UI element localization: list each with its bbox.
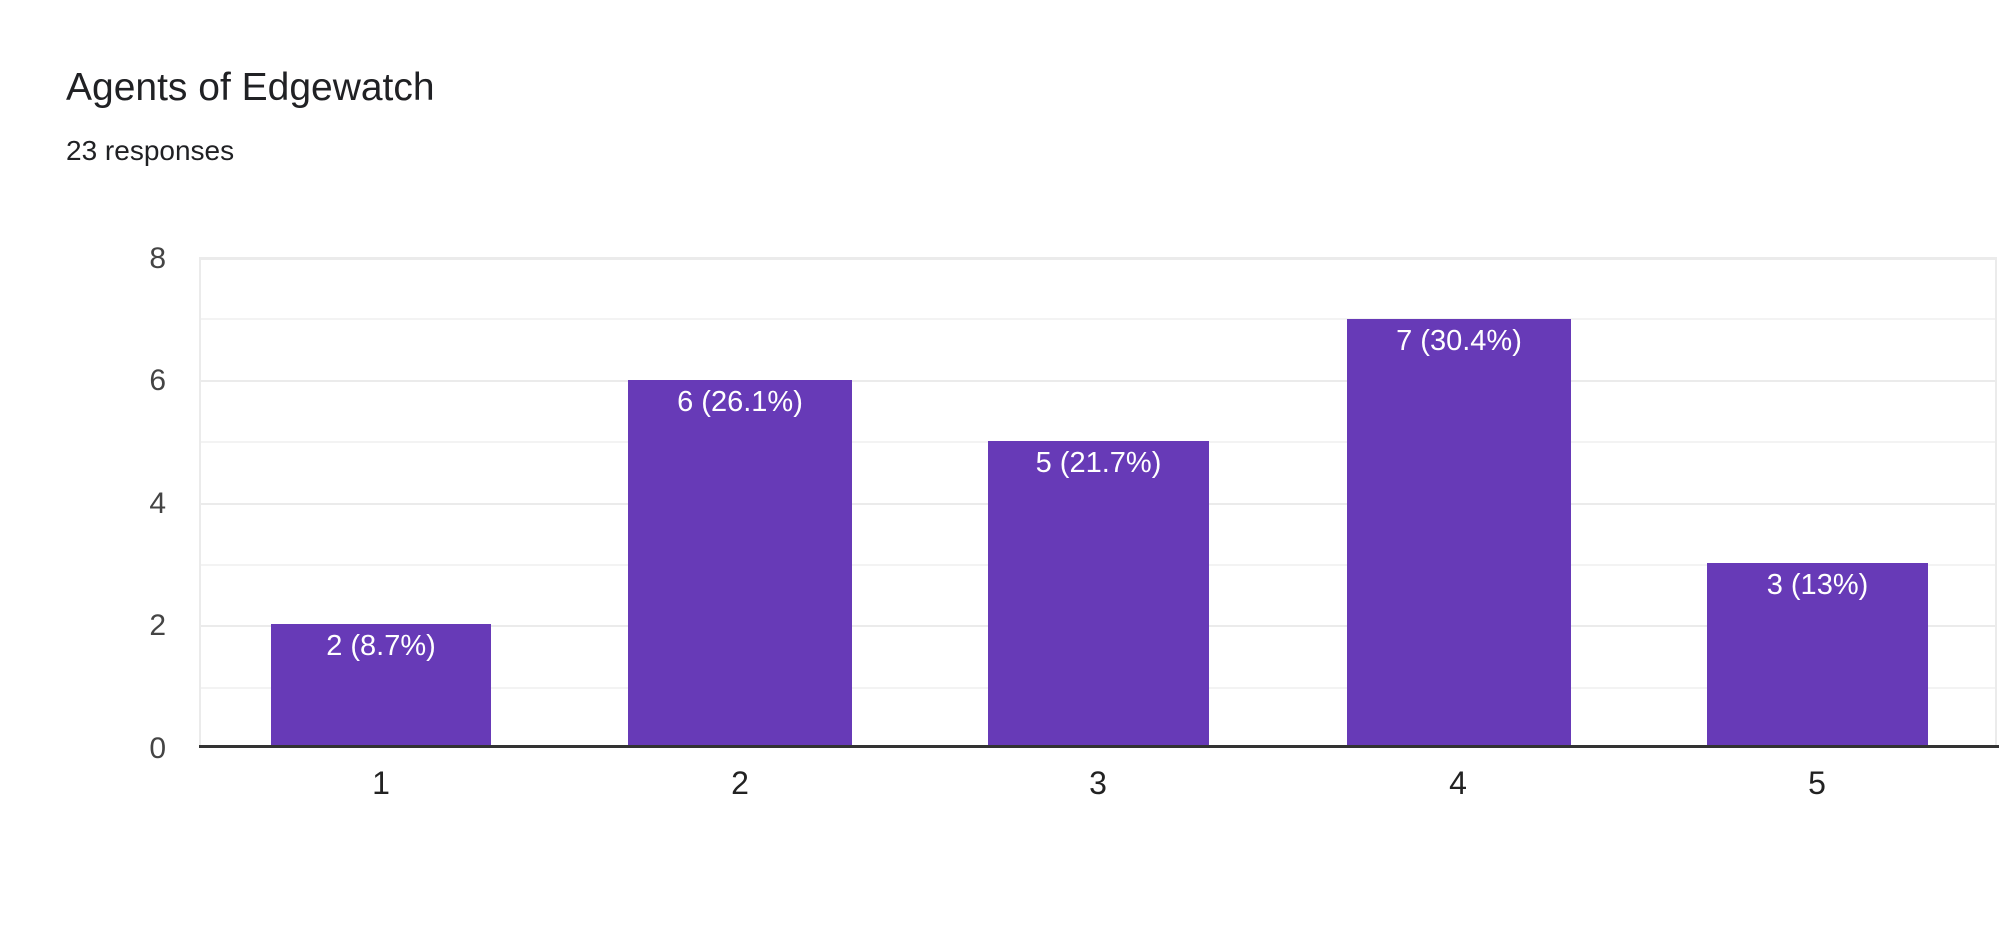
bar-3[interactable]: 5 (21.7%): [988, 441, 1209, 747]
gridline-6: [201, 380, 1995, 382]
y-tick-4: 4: [149, 487, 166, 520]
bar-4-label: 7 (30.4%): [1396, 325, 1522, 357]
bar-5[interactable]: 3 (13%): [1707, 563, 1928, 747]
x-tick-2: 2: [731, 765, 749, 801]
x-tick-4: 4: [1449, 765, 1467, 801]
gridline-7: [201, 318, 1995, 320]
y-tick-6: 6: [149, 364, 166, 397]
chart-title: Agents of Edgewatch: [66, 66, 435, 109]
bar-1[interactable]: 2 (8.7%): [271, 624, 491, 747]
x-tick-5: 5: [1808, 765, 1826, 801]
y-tick-0: 0: [149, 732, 166, 765]
bar-2[interactable]: 6 (26.1%): [628, 380, 852, 747]
x-tick-3: 3: [1089, 765, 1107, 801]
bar-3-label: 5 (21.7%): [1035, 447, 1162, 479]
x-axis-line: [199, 745, 1999, 748]
bar-2-label: 6 (26.1%): [677, 386, 803, 418]
response-count: 23 responses: [66, 135, 235, 166]
x-tick-1: 1: [372, 765, 390, 801]
y-tick-8: 8: [149, 242, 166, 275]
bar-5-label: 3 (13%): [1766, 569, 1869, 601]
bar-1-label: 2 (8.7%): [326, 630, 436, 662]
bar-4[interactable]: 7 (30.4%): [1347, 319, 1571, 747]
y-tick-2: 2: [149, 609, 166, 642]
